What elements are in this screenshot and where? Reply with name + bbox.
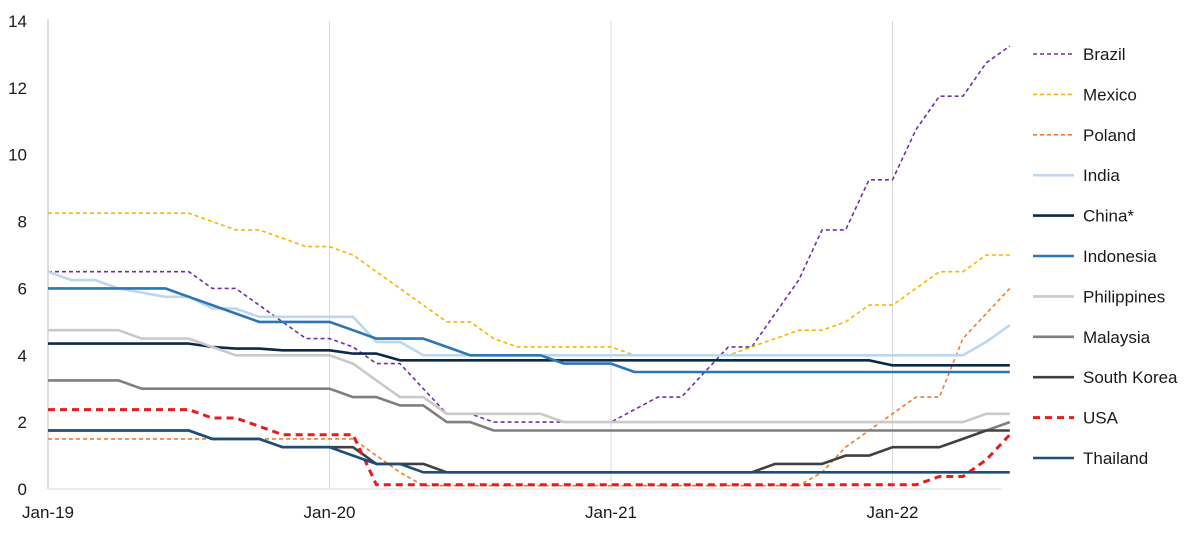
legend-label-mexico: Mexico bbox=[1083, 85, 1137, 104]
y-tick-label: 6 bbox=[18, 279, 27, 298]
x-tick-label: Jan-20 bbox=[304, 503, 356, 522]
x-tick-label: Jan-19 bbox=[22, 503, 74, 522]
series-lines bbox=[47, 45, 1011, 487]
axes: Jan-19 Jan-20 Jan-21 Jan-22 0 2 4 6 8 10 12 14 bbox=[8, 12, 1002, 522]
legend-label-poland: Poland bbox=[1083, 126, 1136, 145]
legend-label-brazil: Brazil bbox=[1083, 45, 1126, 64]
series-line-thailand bbox=[48, 429, 1010, 474]
y-tick-label: 12 bbox=[8, 79, 27, 98]
y-tick-label: 8 bbox=[18, 213, 27, 232]
legend-label-china: China* bbox=[1083, 207, 1134, 226]
series-line-philippines bbox=[48, 328, 1010, 424]
legend-label-indonesia: Indonesia bbox=[1083, 247, 1157, 266]
legend-label-philippines: Philippines bbox=[1083, 287, 1165, 306]
legend-label-india: India bbox=[1083, 166, 1120, 185]
y-tick-label: 14 bbox=[8, 12, 27, 31]
series-line-mexico bbox=[48, 212, 1010, 357]
series-line-india bbox=[47, 270, 1011, 357]
series-line-brazil bbox=[48, 45, 1011, 423]
y-tick-label: 2 bbox=[18, 413, 27, 432]
legend-label-usa: USA bbox=[1083, 409, 1119, 428]
legend-label-south-korea: South Korea bbox=[1083, 368, 1178, 387]
legend-label-thailand: Thailand bbox=[1083, 449, 1148, 468]
series-line-south-korea bbox=[48, 429, 1010, 474]
y-tick-label: 0 bbox=[18, 480, 27, 499]
y-tick-label: 10 bbox=[8, 146, 27, 165]
x-tick-label: Jan-21 bbox=[585, 503, 637, 522]
series-line-indonesia bbox=[48, 287, 1010, 374]
series-line-malaysia bbox=[48, 379, 1011, 432]
y-tick-label: 4 bbox=[18, 346, 27, 365]
series-line-usa bbox=[48, 408, 1011, 487]
legend: Brazil Mexico Poland India China* Indonesia Ph… bbox=[1033, 45, 1178, 468]
series-line-poland bbox=[48, 287, 1011, 487]
x-tick-label: Jan-22 bbox=[867, 503, 919, 522]
vertical-gridlines bbox=[329, 21, 893, 489]
legend-label-malaysia: Malaysia bbox=[1083, 328, 1151, 347]
